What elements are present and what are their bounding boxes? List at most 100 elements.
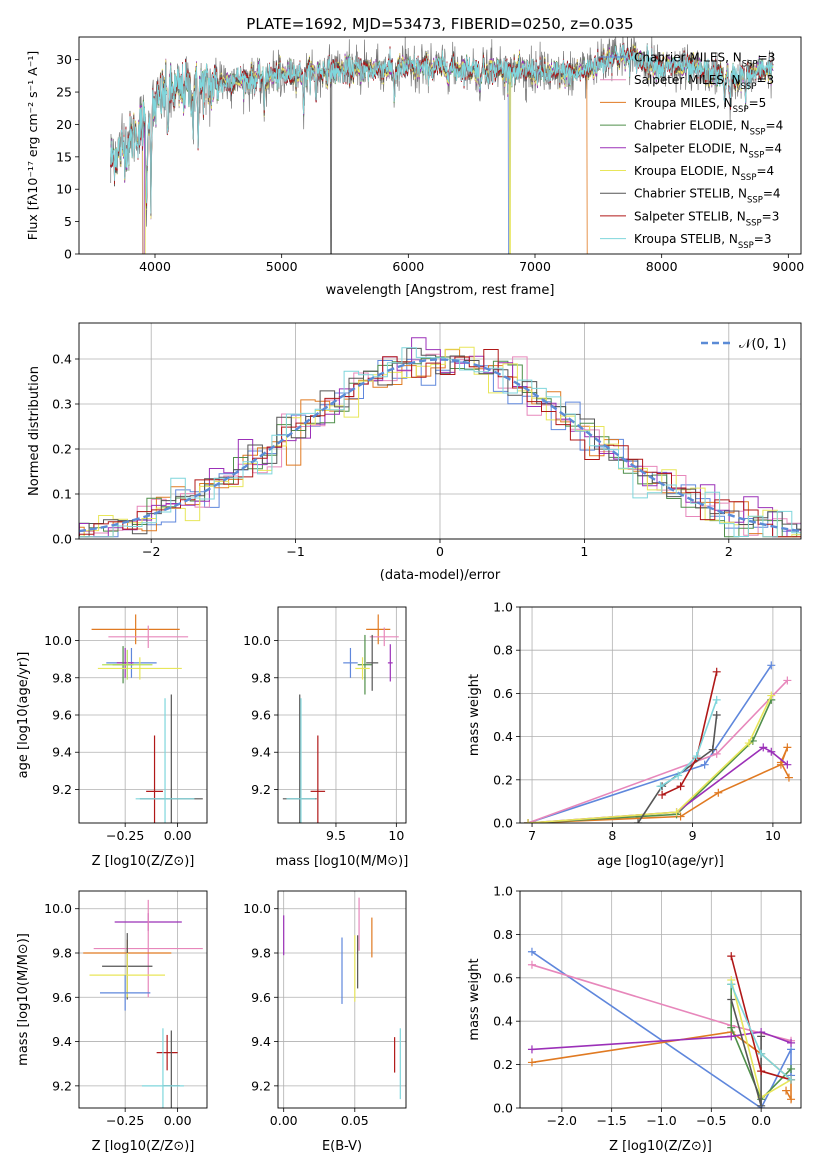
data-point-marker (524, 819, 533, 823)
y-axis-label: Flux [fλ10⁻¹⁷ erg cm⁻² s⁻¹ A⁻¹] (25, 51, 40, 240)
y-tick-label: 0.6 (493, 686, 513, 701)
plot-area (79, 337, 801, 538)
y-tick-label: 9.6 (251, 990, 271, 1005)
data-point-marker (744, 739, 753, 748)
y-tick-label: 9.2 (251, 1078, 271, 1093)
y-tick-label: 9.4 (251, 1034, 271, 1049)
x-axis-label: Z [log10(Z/Z⊙)] (92, 854, 195, 869)
y-tick-label: 0.1 (52, 487, 72, 502)
x-tick-label: −0.25 (106, 1113, 144, 1128)
data-point-marker (676, 782, 685, 791)
y-tick-label: 1.0 (493, 884, 513, 899)
series-line-salpeter-stelib (661, 671, 718, 796)
data-point-marker (692, 752, 701, 761)
data-point-marker (712, 695, 721, 704)
data-point-marker (658, 790, 667, 799)
series-line-salpeter-elodie (531, 1031, 792, 1051)
data-point-marker (757, 1049, 766, 1058)
plot-area (282, 614, 399, 823)
data-point-marker (712, 667, 721, 676)
histogram-salpeter-miles (79, 353, 801, 538)
panel-ebv_mass: 0.00 0.05 9.2 9.4 9.6 9.8 10.0 (243, 890, 407, 1128)
data-point-marker (787, 1064, 796, 1073)
x-axis-label: mass [log10(M/M⊙)] (276, 854, 409, 869)
legend-label: Salpeter STELIB, NSSP=3 (634, 209, 779, 228)
gaussian-reference (79, 358, 801, 533)
x-tick-label: 7000 (519, 259, 551, 274)
y-tick-label: 0.4 (493, 729, 513, 744)
x-axis-label: E(B-V) (322, 1139, 362, 1154)
x-tick-label: 10 (765, 828, 781, 843)
legend-label: Chabrier STELIB, NSSP=4 (634, 187, 781, 206)
y-tick-label: 5 (64, 214, 72, 229)
panel-z_age: −0.25 0.00 9.2 9.4 9.6 9.8 10.0 (44, 606, 208, 843)
data-point-marker (787, 1075, 796, 1084)
data-point-marker (672, 808, 681, 817)
x-tick-label: −1.5 (596, 1113, 626, 1128)
plot-area (527, 947, 796, 1108)
data-point-marker (784, 773, 793, 782)
legend-label: 𝒩(0, 1) (739, 337, 786, 352)
series-line-chabrier-elodie (527, 699, 773, 823)
y-tick-label: 0 (64, 247, 72, 262)
y-tick-label: 0.0 (52, 532, 72, 547)
y-tick-label: 9.6 (52, 990, 72, 1005)
x-tick-label: 0 (436, 544, 444, 559)
legend-label: Kroupa STELIB, NSSP=3 (634, 232, 772, 251)
data-point-marker (727, 980, 736, 989)
series-line-kroupa-elodie (527, 695, 773, 823)
axes-frame (78, 36, 802, 255)
data-point-marker (783, 760, 792, 769)
y-tick-label: 10.0 (243, 633, 271, 648)
model-spectrum-kroupa-stelib (110, 44, 774, 214)
data-point-marker (782, 1086, 791, 1095)
histogram-chabrier-stelib (79, 347, 801, 538)
data-point-marker (767, 747, 776, 756)
y-tick-label: 0.0 (493, 816, 513, 831)
series-line-salpeter-miles (527, 679, 788, 823)
data-point-marker (767, 661, 776, 670)
data-point-marker (527, 947, 536, 956)
y-tick-label: 0.0 (493, 1101, 513, 1116)
y-axis-label: mass weight (467, 958, 482, 1040)
data-point-marker (727, 995, 736, 1004)
axes-frame (519, 606, 802, 824)
y-tick-label: 30 (56, 52, 72, 67)
histogram-salpeter-stelib (79, 349, 801, 538)
data-point-marker (727, 1032, 736, 1041)
data-point-marker (767, 691, 776, 700)
y-tick-label: 9.8 (251, 670, 271, 685)
x-tick-label: −2.0 (547, 1113, 577, 1128)
legend-label: Kroupa MILES, NSSP=5 (634, 96, 766, 115)
y-axis-label: age [log10(age/yr)] (16, 652, 31, 779)
y-tick-label: 0.4 (52, 352, 72, 367)
x-tick-label: −2 (142, 544, 160, 559)
x-tick-label: 0.00 (164, 828, 192, 843)
legend-label: Salpeter MILES, NSSP=3 (634, 73, 774, 92)
panel-spectrum: 4000 5000 6000 7000 8000 9000 0 5 10 15 20 25 30 (56, 36, 804, 274)
x-tick-label: 8 (608, 828, 616, 843)
y-tick-label: 9.6 (52, 708, 72, 723)
plot-area (283, 897, 401, 1100)
histogram-salpeter-elodie (79, 337, 801, 538)
data-point-marker (757, 1067, 766, 1076)
y-tick-label: 9.4 (52, 1034, 72, 1049)
x-tick-label: 8000 (646, 259, 678, 274)
legend-label: Kroupa ELODIE, NSSP=4 (634, 164, 774, 183)
data-point-marker (676, 812, 685, 821)
y-tick-label: 25 (56, 85, 72, 100)
x-tick-label: 5000 (266, 259, 298, 274)
y-axis-label: mass [log10(M/M⊙)] (16, 933, 31, 1066)
y-tick-label: 0.2 (493, 1057, 513, 1072)
data-point-marker (656, 782, 665, 791)
x-tick-label: 0.00 (164, 1113, 192, 1128)
series-line-salpeter-elodie (527, 746, 788, 823)
panel-z_weight: −2.0 −1.5 −1.0 −0.5 0.0 0.0 0.2 0.4 0.6 0.8 1.0 (493, 884, 802, 1128)
series-line-chabrier-stelib (637, 714, 718, 823)
x-tick-label: 6000 (392, 259, 424, 274)
x-axis-label: (data-model)/error (380, 568, 501, 583)
x-tick-label: −1 (286, 544, 304, 559)
chart-title: PLATE=1692, MJD=53473, FIBERID=0250, z=0… (246, 15, 633, 33)
